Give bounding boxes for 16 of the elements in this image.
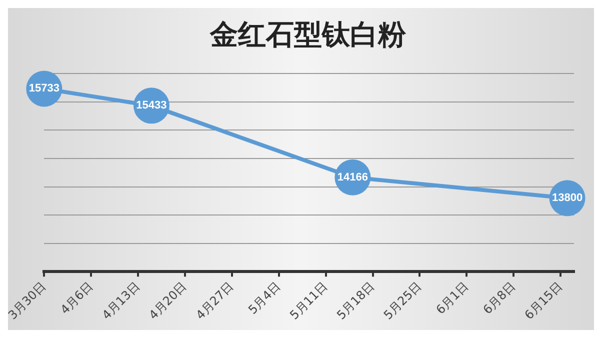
x-tick-label: 4月6日 xyxy=(58,279,96,317)
data-label: 15433 xyxy=(136,100,167,112)
data-label: 13800 xyxy=(552,192,583,204)
x-tick-label: 5月4日 xyxy=(246,279,284,317)
x-tick-label: 5月11日 xyxy=(287,279,330,322)
x-tick-label: 4月13日 xyxy=(99,279,142,322)
x-tick-label: 4月27日 xyxy=(193,279,236,322)
data-label: 15733 xyxy=(28,82,60,95)
x-tick-label: 6月15日 xyxy=(522,279,565,322)
x-tick-label: 5月18日 xyxy=(334,279,378,322)
x-tick-label: 6月1日 xyxy=(433,279,472,317)
data-label: 14166 xyxy=(337,171,368,184)
x-tick-label: 6月8日 xyxy=(480,279,518,317)
x-tick-label: 4月20日 xyxy=(146,279,190,322)
chart-title: 金红石型钛白粉 xyxy=(209,18,407,52)
x-tick-label: 5月25日 xyxy=(381,279,424,322)
